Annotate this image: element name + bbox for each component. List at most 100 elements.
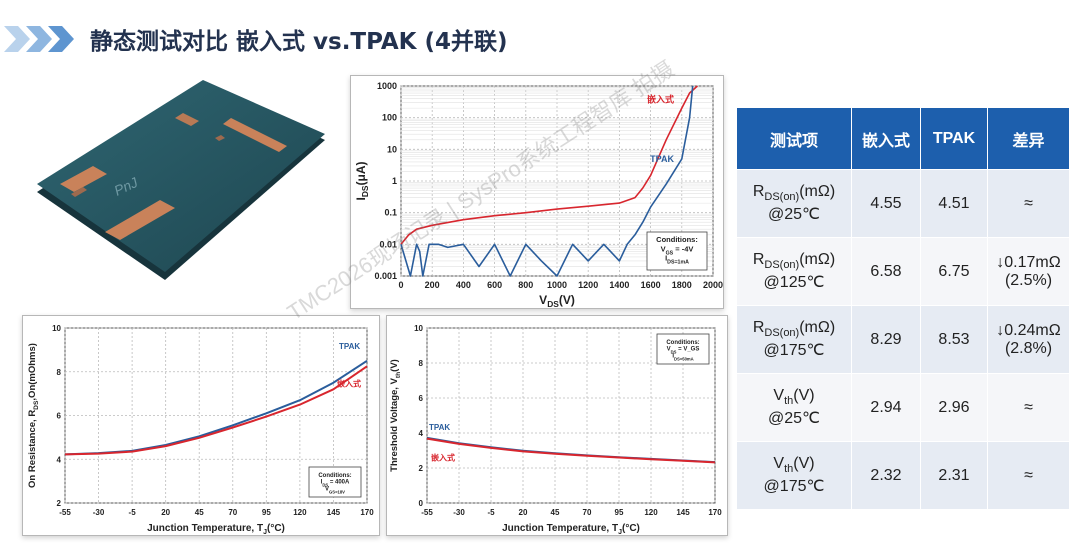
table-row: Vth(V) @175℃ 2.32 2.31 ≈ bbox=[736, 441, 1070, 510]
x-tick-label: 145 bbox=[676, 508, 690, 517]
conditions-box bbox=[646, 231, 708, 271]
row-tpak-value: 6.75 bbox=[920, 237, 988, 306]
x-tick-label: 1800 bbox=[672, 280, 692, 290]
x-axis-label: VDS(V) bbox=[539, 293, 575, 308]
y-tick-label: 0.01 bbox=[379, 239, 397, 249]
x-tick-label: 1200 bbox=[578, 280, 598, 290]
y-tick-label: 2 bbox=[419, 464, 424, 473]
conditions-line: Conditions: bbox=[666, 340, 699, 346]
series-line-embedded bbox=[64, 365, 368, 456]
row-embedded-value: 6.58 bbox=[851, 237, 921, 306]
conditions-line: IDS = 400A bbox=[321, 480, 350, 488]
threshold-voltage-chart: -55 -30 -5 20 45 70 95 120 145 1701086420TPAK嵌入式C… bbox=[389, 324, 722, 535]
conditions-box bbox=[308, 466, 362, 498]
y-tick-label: 6 bbox=[419, 394, 424, 403]
row-tpak-value: 4.51 bbox=[920, 169, 988, 238]
x-tick-label: -55 bbox=[421, 508, 433, 517]
table-row: RDS(on)(mΩ) @175℃ 8.29 8.53 ↓0.24mΩ (2.8%) bbox=[736, 305, 1070, 374]
conditions-line: IDS=1mA bbox=[665, 254, 689, 266]
row-embedded-value: 2.32 bbox=[851, 441, 921, 510]
x-tick-label: 170 bbox=[360, 508, 374, 517]
y-tick-label: 1000 bbox=[377, 81, 397, 91]
y-tick-label: 10 bbox=[387, 144, 397, 154]
y-tick-label: 0 bbox=[419, 499, 424, 508]
series-line-embedded bbox=[426, 437, 716, 464]
x-tick-label: 95 bbox=[615, 508, 624, 517]
x-tick-label: 200 bbox=[425, 280, 440, 290]
row-item: RDS(on)(mΩ) @25℃ bbox=[736, 169, 852, 238]
y-tick-label: 1 bbox=[392, 176, 397, 186]
x-axis-label: Junction Temperature, TJ(°C) bbox=[147, 523, 285, 535]
page-title: 静态测试对比 嵌入式 vs.TPAK (4并联) bbox=[90, 29, 508, 55]
x-tick-label: 0 bbox=[398, 280, 403, 290]
series-line-embedded bbox=[400, 85, 698, 245]
x-tick-label: 95 bbox=[262, 508, 271, 517]
x-tick-label: -30 bbox=[453, 508, 465, 517]
conditions-line: Conditions: bbox=[318, 473, 351, 479]
conditions-line: Conditions: bbox=[656, 235, 698, 244]
leakage-chart-panel: 0 200 400 600 800 1000 1200 1400 1600 1800 2000 100… bbox=[350, 75, 724, 309]
row-diff: ≈ bbox=[987, 169, 1070, 238]
row-tpak-value: 8.53 bbox=[920, 305, 988, 374]
series-label-embedded: 嵌入式 bbox=[431, 453, 455, 463]
conditions-line: VGS = -4V bbox=[661, 244, 694, 256]
y-tick-label: 0.001 bbox=[374, 271, 397, 281]
y-tick-label: 4 bbox=[57, 455, 62, 464]
table-row: RDS(on)(mΩ) @125℃ 6.58 6.75 ↓0.17mΩ (2.5%) bbox=[736, 237, 1070, 306]
x-tick-label: 120 bbox=[644, 508, 658, 517]
on-resistance-chart-panel: -55 -30 -5 20 45 70 95 120 145 170 10 8 6 4 2 TPAK 嵌入式 Co… bbox=[22, 315, 380, 536]
embedded-pcb-image: PnJ bbox=[37, 80, 325, 280]
header-tpak: TPAK bbox=[920, 107, 988, 170]
row-diff: ↓0.17mΩ (2.5%) bbox=[987, 237, 1070, 306]
header-diff: 差异 bbox=[987, 107, 1070, 170]
row-tpak-value: 2.96 bbox=[920, 373, 988, 442]
row-diff: ↓0.24mΩ (2.8%) bbox=[987, 305, 1070, 374]
table-row: RDS(on)(mΩ) @25℃ 4.55 4.51 ≈ bbox=[736, 169, 1070, 238]
x-tick-label: -30 bbox=[93, 508, 105, 517]
conditions-line: VGS=18V bbox=[325, 486, 345, 494]
leakage-chart: 0 200 400 600 800 1000 1200 1400 1600 1800 2000100… bbox=[354, 81, 723, 308]
x-tick-label: 2000 bbox=[703, 280, 723, 290]
x-tick-label: 70 bbox=[228, 508, 237, 517]
series-label-tpak: TPAK bbox=[429, 423, 450, 432]
chevron-arrows-icon bbox=[4, 26, 74, 52]
x-tick-label: 145 bbox=[327, 508, 341, 517]
y-axis-label: On Resistance, RDS,On(mOhms) bbox=[27, 343, 40, 488]
row-embedded-value: 2.94 bbox=[851, 373, 921, 442]
row-diff: ≈ bbox=[987, 373, 1070, 442]
series-label-embedded: 嵌入式 bbox=[337, 378, 361, 388]
y-tick-label: 6 bbox=[57, 412, 62, 421]
conditions-line: VDS = V_GS bbox=[667, 347, 700, 355]
row-item: Vth(V) @25℃ bbox=[736, 373, 852, 442]
x-tick-label: 1000 bbox=[547, 280, 567, 290]
row-tpak-value: 2.31 bbox=[920, 441, 988, 510]
header-embedded: 嵌入式 bbox=[851, 107, 921, 170]
x-tick-label: 400 bbox=[456, 280, 471, 290]
y-axis-label: IDS(μA) bbox=[354, 162, 370, 201]
conditions-box bbox=[656, 333, 710, 365]
x-axis-label: Junction Temperature, TJ(°C) bbox=[502, 523, 640, 535]
y-tick-label: 0.1 bbox=[384, 208, 397, 218]
x-tick-label: 120 bbox=[293, 508, 307, 517]
on-resistance-chart: -55 -30 -5 20 45 70 95 120 145 170 10 8 6 4 2 TPAK 嵌入式 Co… bbox=[27, 324, 374, 535]
series-label-tpak: TPAK bbox=[339, 342, 360, 351]
y-tick-label: 4 bbox=[419, 429, 424, 438]
row-diff: ≈ bbox=[987, 441, 1070, 510]
x-tick-label: -55 bbox=[59, 508, 71, 517]
row-item: RDS(on)(mΩ) @175℃ bbox=[736, 305, 852, 374]
threshold-voltage-chart-panel: -55 -30 -5 20 45 70 95 120 145 170 10 8 6 4 2 0 TPAK 嵌入式 C… bbox=[386, 315, 728, 536]
y-tick-label: 100 bbox=[382, 113, 397, 123]
x-tick-label: 1400 bbox=[609, 280, 629, 290]
table-row: Vth(V) @25℃ 2.94 2.96 ≈ bbox=[736, 373, 1070, 442]
y-tick-label: 2 bbox=[57, 499, 62, 508]
comparison-table: 测试项 嵌入式 TPAK 差异 RDS(on)(mΩ) @25℃ 4.55 4.5… bbox=[736, 107, 1070, 510]
x-tick-label: 20 bbox=[161, 508, 170, 517]
table-header-row: 测试项 嵌入式 TPAK 差异 bbox=[736, 107, 1070, 170]
x-tick-label: 170 bbox=[708, 508, 722, 517]
x-tick-label: -5 bbox=[487, 508, 495, 517]
x-tick-label: 45 bbox=[195, 508, 204, 517]
x-tick-label: 1600 bbox=[641, 280, 661, 290]
series-label-tpak: TPAK bbox=[650, 154, 674, 164]
conditions-line: IDS=50mA bbox=[672, 353, 693, 361]
x-tick-label: 70 bbox=[583, 508, 592, 517]
